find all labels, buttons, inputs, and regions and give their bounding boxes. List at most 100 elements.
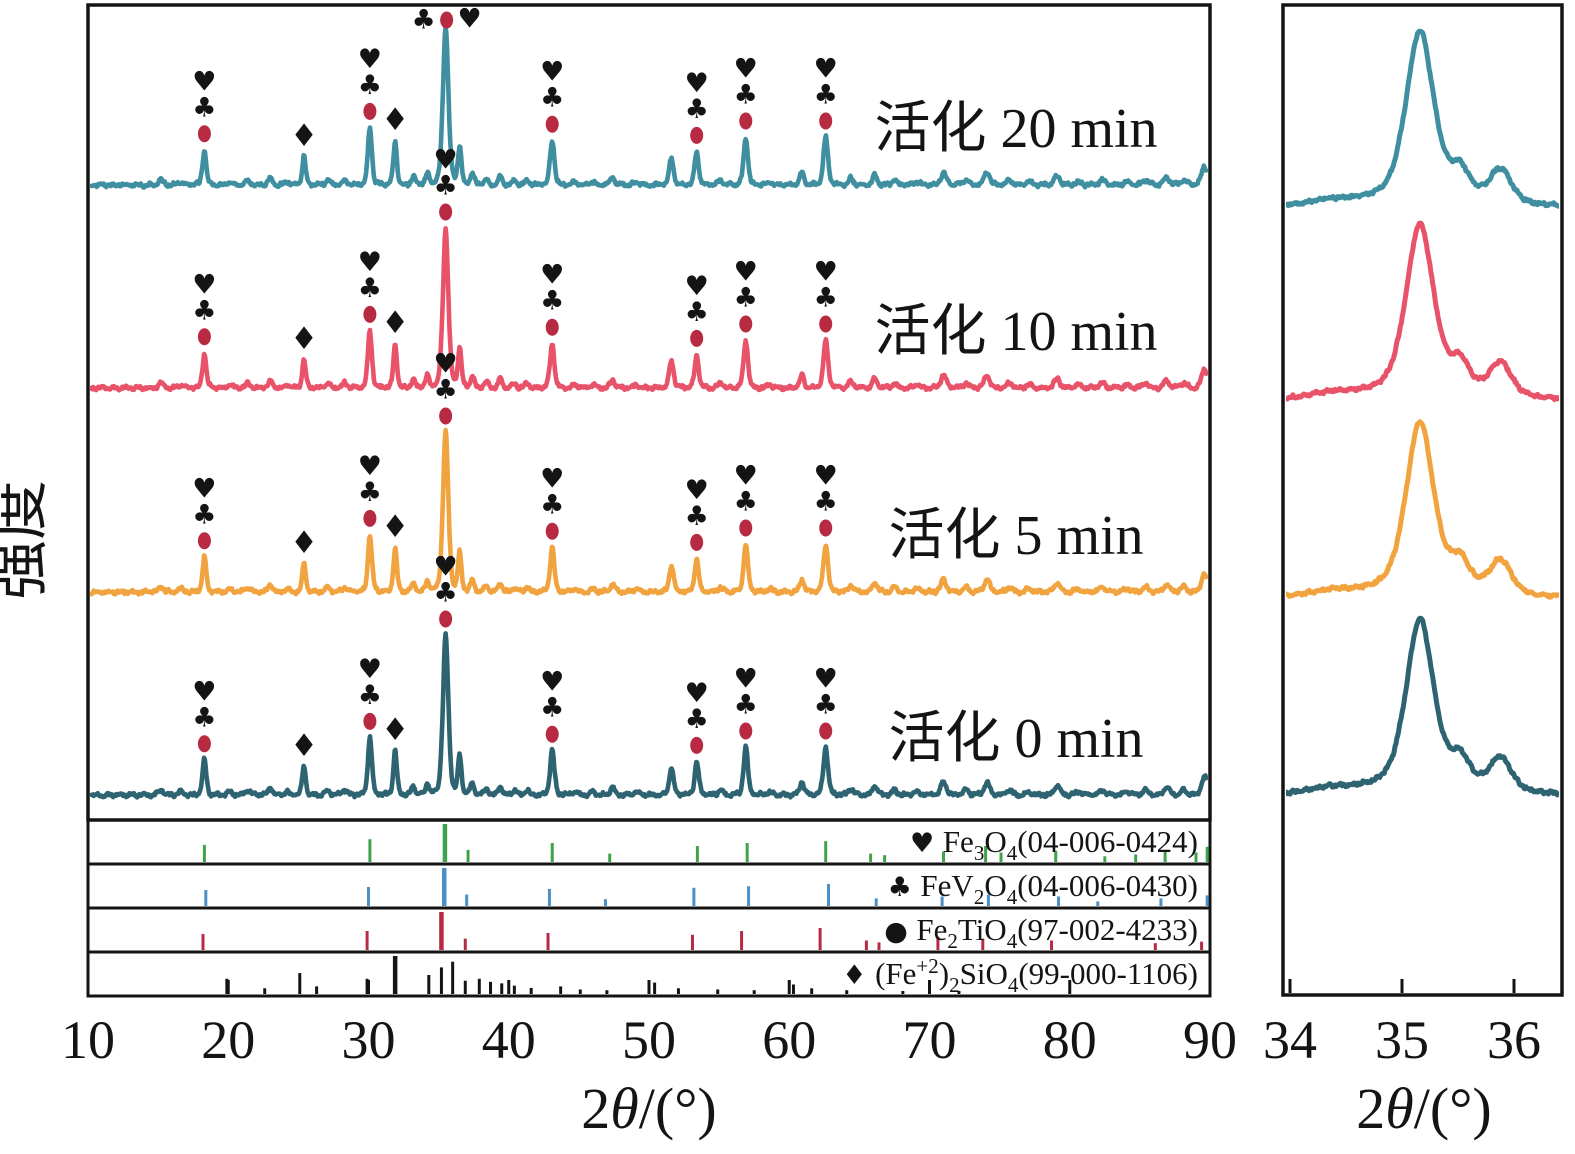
marker-circle-icon	[197, 125, 211, 143]
xrd-curve-main-1	[90, 226, 1208, 393]
x-tick-label: 50	[622, 1010, 676, 1070]
marker-club-icon: ♣	[192, 499, 216, 530]
reference-label: ♦ (Fe+2)2SiO4(99-000-1106)	[842, 954, 1198, 997]
marker-club-icon: ♣	[358, 70, 382, 101]
marker-diamond-icon: ♦	[381, 305, 409, 341]
marker-heart-icon: ♥	[358, 44, 382, 75]
marker-circle-icon	[739, 112, 753, 130]
xrd-curve-zoom-0	[1286, 28, 1559, 209]
peak-marker-group: ♦	[381, 102, 409, 138]
y-axis-title: 强度	[0, 480, 53, 600]
marker-heart-icon: ♥	[734, 257, 758, 288]
marker-circle-icon	[690, 736, 704, 754]
marker-circle-icon	[819, 519, 833, 537]
peak-marker-group: ♥♣	[358, 654, 382, 730]
peak-marker-group: ♥♣	[734, 664, 758, 740]
marker-club-icon: ♣	[814, 487, 838, 518]
marker-club-icon: ♣	[192, 295, 216, 326]
marker-club-icon: ♣	[540, 286, 564, 317]
marker-circle-icon	[739, 519, 753, 537]
reference-sticks-4: ♦ (Fe+2)2SiO4(99-000-1106)	[225, 954, 1198, 997]
series-label-1: 活化 10 min	[874, 301, 1157, 363]
x-tick-label: 70	[903, 1010, 957, 1070]
peak-marker-group: ♥♣	[685, 678, 709, 754]
peak-marker-group: ♥♣	[540, 260, 564, 336]
series-label-2: 活化 5 min	[888, 505, 1143, 567]
peak-marker-group: ♥♣	[434, 552, 458, 628]
peak-marker-group: ♥♣	[685, 68, 709, 144]
marker-heart-icon: ♥	[685, 271, 709, 302]
reference-panel-4	[86, 950, 1212, 998]
peak-marker-group: ♥♣	[192, 66, 217, 143]
marker-heart-icon: ♥	[192, 676, 216, 707]
marker-club-icon: ♣	[685, 704, 709, 735]
marker-club-icon: ♣	[734, 690, 758, 721]
xrd-curve-main-0	[90, 24, 1208, 190]
marker-heart-icon: ♥	[685, 68, 709, 99]
marker-circle-icon	[439, 610, 453, 628]
marker-club-icon: ♣	[358, 477, 382, 508]
peak-marker-group: ♥♣	[814, 257, 838, 333]
reference-label: ♥ Fe3O4(04-006-0424)	[910, 824, 1198, 865]
x-axis-title-zoom: 2θ/(°)	[1356, 1076, 1491, 1141]
marker-club-icon: ♣	[734, 487, 758, 518]
marker-heart-icon: ♥	[458, 4, 482, 35]
marker-diamond-icon: ♦	[381, 712, 409, 748]
peak-marker-group: ♥♣	[685, 475, 709, 551]
reference-label: ● Fe2TiO4(97-002-4233)	[884, 912, 1198, 953]
marker-circle-icon	[819, 315, 833, 333]
peak-marker-group: ♦	[290, 118, 318, 154]
marker-club-icon: ♣	[412, 5, 436, 36]
marker-circle-icon	[545, 115, 559, 133]
marker-club-icon: ♣	[814, 283, 838, 314]
marker-circle-icon	[363, 509, 377, 527]
marker-circle-icon	[363, 305, 377, 323]
marker-heart-icon: ♥	[734, 54, 758, 85]
marker-circle-icon	[197, 328, 211, 346]
peak-marker-group: ♥♣	[358, 247, 382, 323]
marker-club-icon: ♣	[434, 578, 458, 609]
marker-heart-icon: ♥	[434, 349, 458, 380]
peak-marker-group: ♥♣	[814, 664, 838, 740]
marker-club-icon: ♣	[814, 690, 838, 721]
x-tick-label: 34	[1263, 1010, 1317, 1070]
marker-club-icon: ♣	[685, 94, 709, 125]
marker-diamond-icon: ♦	[381, 102, 409, 138]
marker-heart-icon: ♥	[540, 260, 564, 291]
marker-diamond-icon: ♦	[290, 728, 318, 764]
x-axis-title-main: 2θ/(°)	[581, 1076, 716, 1141]
peak-marker-group: ♥♣	[540, 667, 564, 743]
marker-heart-icon: ♥	[814, 54, 838, 85]
peak-marker-group: ♥♣	[434, 349, 458, 425]
marker-circle-icon	[545, 725, 559, 743]
marker-circle-icon	[690, 126, 704, 144]
marker-diamond-icon: ♦	[381, 509, 409, 545]
peak-marker-group: ♥♣	[734, 54, 758, 130]
marker-club-icon: ♣	[540, 693, 564, 724]
marker-circle-icon	[197, 735, 211, 753]
peak-marker-group: ♥♣	[685, 271, 709, 347]
peak-marker-group: ♥♣	[434, 145, 458, 221]
peak-marker-group: ♥♣	[814, 54, 838, 130]
marker-circle-icon	[439, 203, 453, 221]
peak-marker-group: ♦	[290, 728, 318, 764]
marker-circle-icon	[739, 722, 753, 740]
marker-circle-icon	[739, 315, 753, 333]
series-label-3: 活化 0 min	[888, 708, 1143, 770]
peak-marker-group: ♥♣	[192, 473, 217, 550]
marker-heart-icon: ♥	[434, 145, 458, 176]
peak-marker-group: ♥♣	[192, 676, 217, 753]
x-tick-label: 90	[1183, 1010, 1237, 1070]
marker-circle-icon	[819, 112, 833, 130]
marker-heart-icon: ♥	[540, 667, 564, 698]
peak-marker-group: ♥♣	[358, 44, 382, 120]
peak-marker-group: ♦	[381, 305, 409, 341]
marker-heart-icon: ♥	[192, 269, 216, 300]
peak-marker-group: ♥♣	[358, 451, 382, 527]
peak-marker-group: ♣ ♥	[412, 4, 482, 36]
marker-heart-icon: ♥	[434, 552, 458, 583]
marker-heart-icon: ♥	[358, 247, 382, 278]
marker-club-icon: ♣	[814, 80, 838, 111]
marker-heart-icon: ♥	[192, 66, 216, 97]
